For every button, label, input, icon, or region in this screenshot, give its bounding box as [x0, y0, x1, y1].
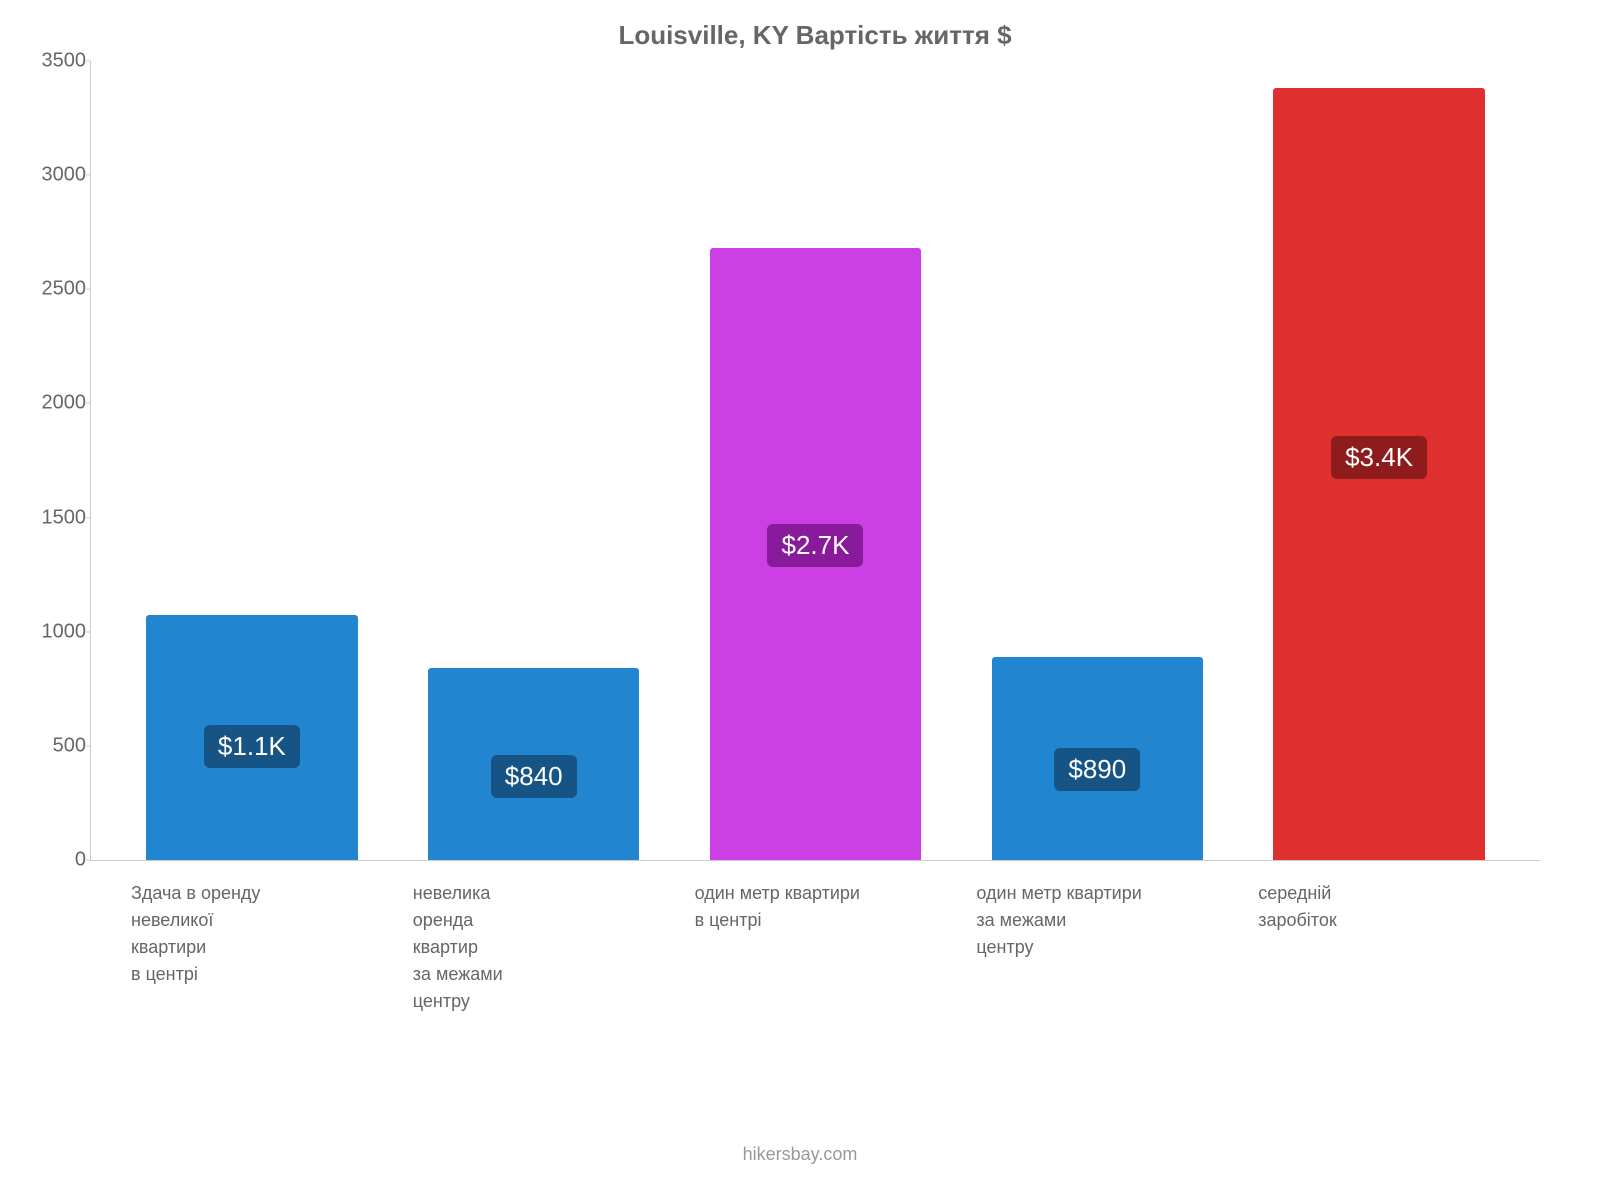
- y-tick: 2000: [31, 392, 86, 415]
- bar-value-label: $840: [491, 755, 577, 798]
- bar: $2.7K: [710, 248, 921, 860]
- x-axis-label: один метр квартириза межамицентру: [956, 870, 1238, 1015]
- bar: $890: [992, 657, 1203, 860]
- bar-group: $3.4K: [1238, 61, 1520, 860]
- y-tick: 1000: [31, 620, 86, 643]
- plot-area: 0500100015002000250030003500 $1.1K$840$2…: [90, 61, 1540, 861]
- chart-title: Louisville, KY Вартість життя $: [90, 20, 1540, 51]
- x-axis-label: один метр квартирив центрі: [675, 870, 957, 1015]
- bar-value-label: $890: [1054, 748, 1140, 791]
- x-axis-label: невеликаорендаквартирза межамицентру: [393, 870, 675, 1015]
- y-tick: 500: [31, 734, 86, 757]
- x-axis-label: середнійзаробіток: [1238, 870, 1520, 1015]
- bar-group: $840: [393, 61, 675, 860]
- bar-group: $890: [956, 61, 1238, 860]
- y-tick: 1500: [31, 506, 86, 529]
- bar-value-label: $3.4K: [1331, 436, 1427, 479]
- bar: $1.1K: [146, 615, 357, 860]
- x-axis-label: Здача в орендуневеликоїквартирив центрі: [111, 870, 393, 1015]
- bar: $840: [428, 668, 639, 860]
- y-tick: 3500: [31, 50, 86, 73]
- x-axis: Здача в орендуневеликоїквартирив центрін…: [91, 870, 1540, 1015]
- bar-value-label: $2.7K: [768, 524, 864, 567]
- bar-group: $2.7K: [675, 61, 957, 860]
- bar-group: $1.1K: [111, 61, 393, 860]
- y-tick: 3000: [31, 164, 86, 187]
- bars-area: $1.1K $840 $2.7K $890 $3.4K: [91, 61, 1540, 860]
- y-axis: 0500100015002000250030003500: [31, 61, 86, 860]
- chart-container: Louisville, KY Вартість життя $ 0 500 1000…: [0, 0, 1600, 1200]
- chart-credit: hikersbay.com: [0, 1144, 1600, 1165]
- y-tick: 0: [31, 849, 86, 872]
- bar-value-label: $1.1K: [204, 725, 300, 768]
- bar: $3.4K: [1273, 88, 1484, 860]
- y-tick: 2500: [31, 278, 86, 301]
